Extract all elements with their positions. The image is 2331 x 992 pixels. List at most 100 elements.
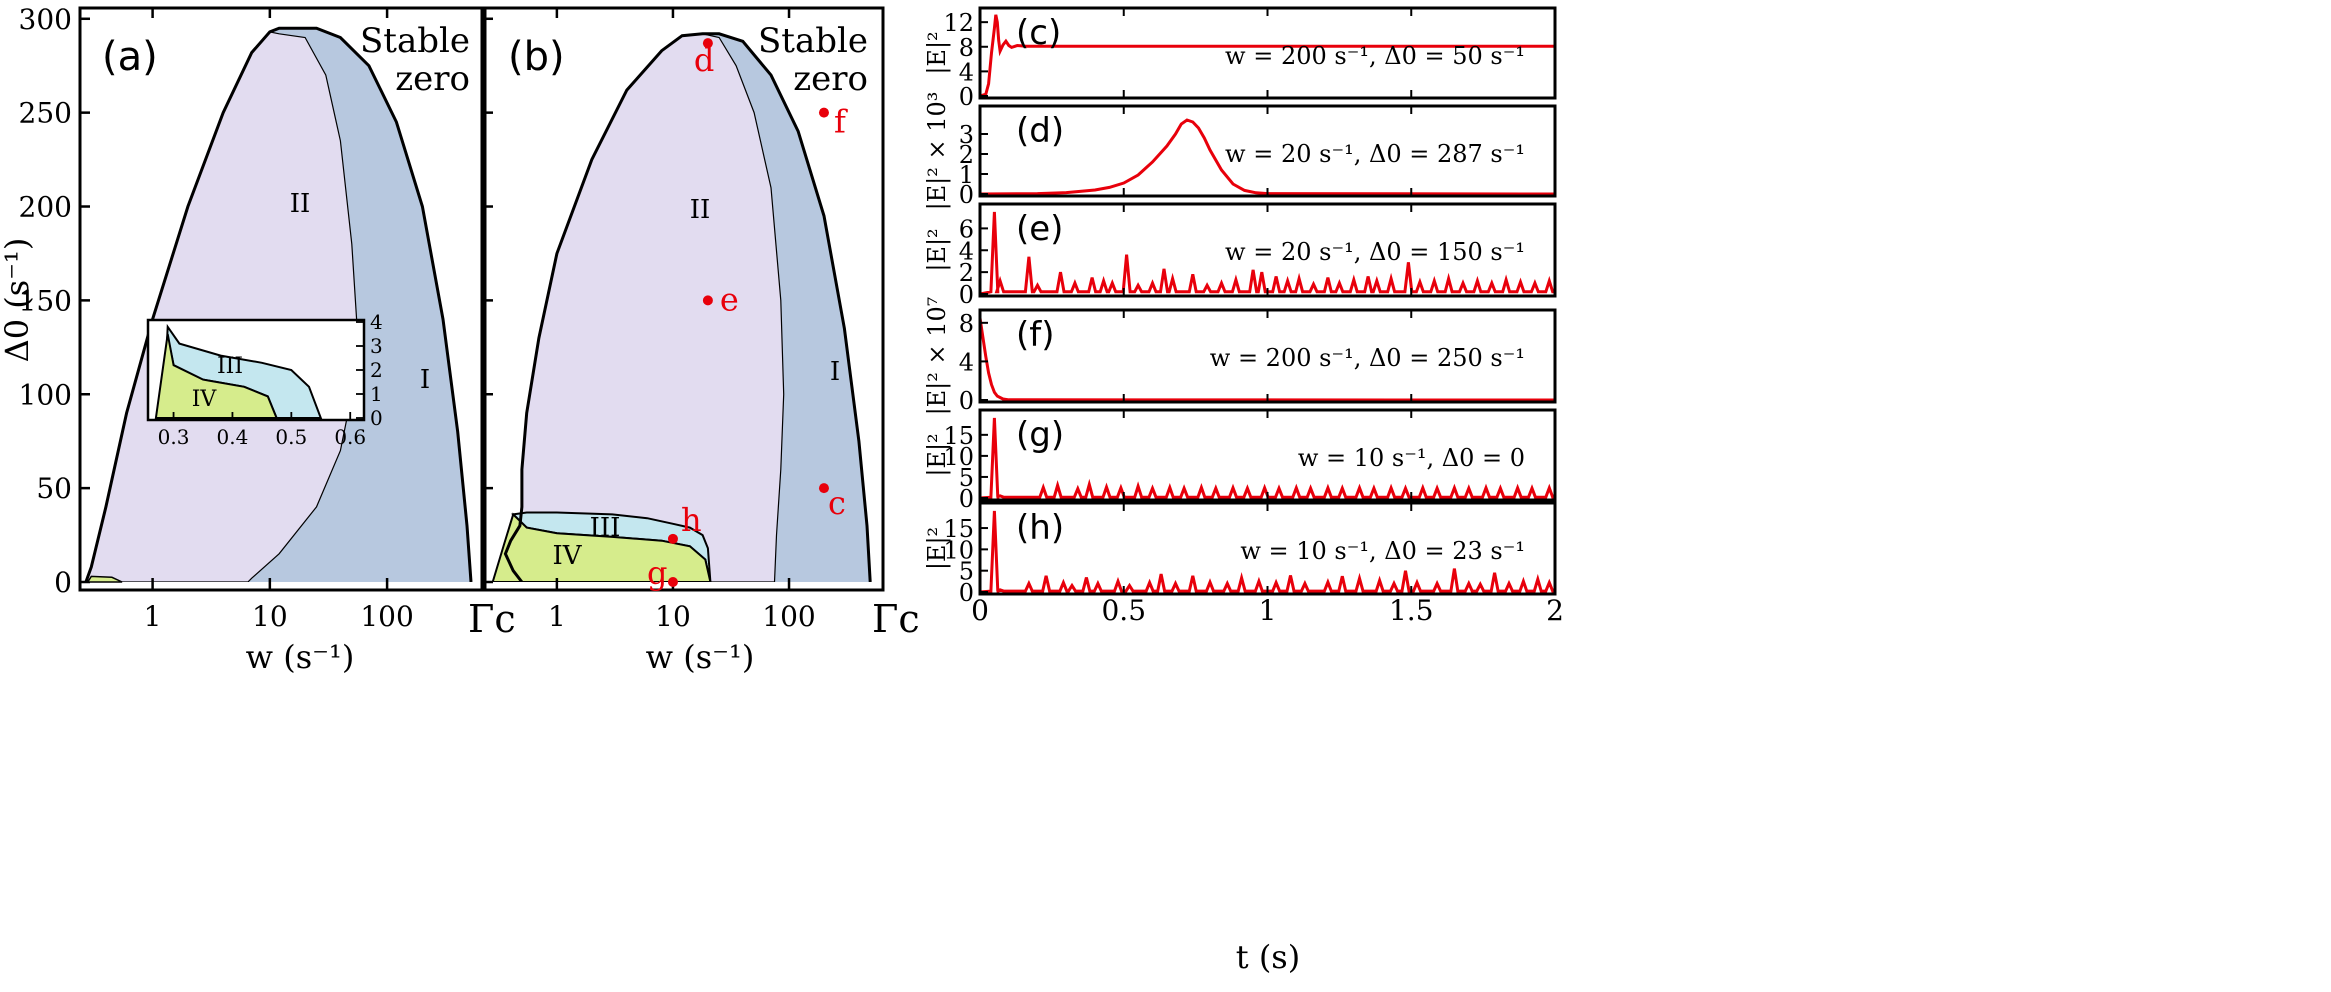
- gamma-c-label: Γc: [872, 597, 920, 641]
- series-line: [978, 317, 1556, 402]
- inset-x-tick-label: 0.5: [275, 425, 307, 449]
- zero-label: zero: [395, 59, 470, 99]
- inset-x-tick-label: 0.4: [217, 425, 249, 449]
- y-tick-label: 5: [959, 558, 974, 586]
- params-label: w = 200 s⁻¹, Δ0 = 50 s⁻¹: [1225, 42, 1525, 70]
- x-tick-label: 0: [971, 594, 989, 627]
- series-line: [979, 211, 1555, 296]
- y-axis-label: |E|²: [923, 31, 952, 74]
- point-label-e: e: [720, 280, 739, 318]
- stable-label: Stable: [758, 21, 868, 61]
- x-tick-label: 1: [1259, 594, 1277, 627]
- y-axis-label: |E|² × 10⁷: [923, 297, 952, 416]
- x-axis-label: w (s⁻¹): [646, 638, 755, 676]
- point-h: [667, 533, 678, 544]
- y-tick-label: 4: [959, 348, 974, 376]
- params-label: w = 10 s⁻¹, Δ0 = 23 s⁻¹: [1240, 537, 1525, 565]
- y-tick-label: 2: [959, 259, 974, 287]
- region-label-IV: IV: [552, 541, 582, 571]
- stability-boundary: [503, 32, 872, 583]
- series-line: [979, 510, 1555, 594]
- time-x-ticks: 0 0.5 1 1.5 2: [971, 594, 1564, 627]
- x-tick-label: 2: [1546, 594, 1564, 627]
- panel-letter: (e): [1016, 209, 1063, 249]
- y-tick-label: 0: [959, 181, 974, 209]
- y-tick-label: 6: [959, 215, 974, 243]
- x-tick-label: 1: [144, 600, 162, 633]
- inset-region-label-III: III: [217, 354, 243, 379]
- y-axis-label: |E|²: [923, 228, 952, 271]
- y-axis-label: |E|²: [923, 527, 952, 570]
- y-axis-label: Δ0 (s⁻¹): [0, 238, 36, 363]
- inset-region-IV: [154, 333, 279, 419]
- small-region-IV: [86, 575, 123, 583]
- point-f: [818, 107, 829, 118]
- y-tick-label: 5: [959, 464, 974, 492]
- y-tick-label: 0: [959, 485, 974, 513]
- panel-letter: (c): [1016, 13, 1061, 53]
- x-tick-label: 1: [548, 600, 566, 633]
- y-tick-label: 10: [943, 536, 974, 564]
- y-tick-label: 100: [19, 378, 72, 411]
- x-tick-label: 10: [252, 600, 288, 633]
- y-tick-label: 50: [36, 472, 72, 505]
- x-tick-label: 10: [655, 600, 691, 633]
- inset-region-label-IV: IV: [192, 387, 218, 412]
- x-ticks: 1 10 100: [485, 8, 816, 633]
- y-tick-label: 250: [19, 97, 72, 130]
- region-label-II: II: [690, 195, 711, 225]
- series-line: [979, 14, 1555, 98]
- y-tick-label: 150: [19, 284, 72, 317]
- panel-letter: (g): [1016, 415, 1064, 455]
- x-tick-label: 0.5: [1101, 594, 1146, 627]
- y-tick-label: 12: [943, 9, 974, 37]
- t-axis-label: t (s): [1236, 938, 1300, 976]
- y-tick-label: 300: [19, 3, 72, 36]
- plot-frame: [78, 6, 484, 592]
- series-line: [979, 417, 1555, 500]
- panel-b: 1 10 100 (b) Stable zero II I III IV d f e c h…: [483, 6, 920, 676]
- panel-letter: (h): [1016, 508, 1064, 548]
- y-tick-label: 1: [959, 161, 974, 189]
- inset-x-tick-label: 0.6: [334, 425, 366, 449]
- y-tick-label: 0: [959, 83, 974, 111]
- point-label-c: c: [828, 484, 846, 522]
- y-tick-label: 4: [959, 237, 974, 265]
- x-tick-label: 100: [360, 600, 413, 633]
- x-axis-label: w (s⁻¹): [246, 638, 355, 676]
- region-label-I: I: [420, 365, 430, 395]
- y-tick-label: 4: [959, 58, 974, 86]
- point-label-f: f: [834, 103, 848, 141]
- region-II-area: [504, 33, 785, 583]
- time-panel-f: 0 4 8 (f) w = 200 s⁻¹, Δ0 = 250 s⁻¹ |E|² × 10…: [923, 297, 1557, 416]
- y-tick-label: 200: [19, 191, 72, 224]
- y-tick-label: 8: [959, 34, 974, 62]
- panel-letter: (d): [1016, 111, 1064, 151]
- inset-y-tick-label: 3: [370, 334, 383, 358]
- series-line: [979, 118, 1556, 196]
- zero-label: zero: [793, 59, 868, 99]
- stability-boundary: [84, 26, 473, 583]
- params-label: w = 10 s⁻¹, Δ0 = 0: [1298, 444, 1525, 472]
- y-tick-label: 0: [959, 281, 974, 309]
- y-tick-label: 15: [943, 515, 974, 543]
- y-tick-label: 15: [943, 422, 974, 450]
- y-axis-label: |E|²: [923, 433, 952, 476]
- point-label-h: h: [681, 501, 702, 539]
- y-tick-label: 0: [54, 566, 72, 599]
- point-g: [667, 577, 678, 587]
- params-label: w = 20 s⁻¹, Δ0 = 150 s⁻¹: [1225, 238, 1525, 266]
- panel-letter: (f): [1016, 315, 1055, 355]
- x-tick-label: 100: [762, 600, 815, 633]
- region-label-I: I: [830, 357, 840, 387]
- inset-y-tick-label: 2: [370, 358, 383, 382]
- point-c: [818, 483, 829, 494]
